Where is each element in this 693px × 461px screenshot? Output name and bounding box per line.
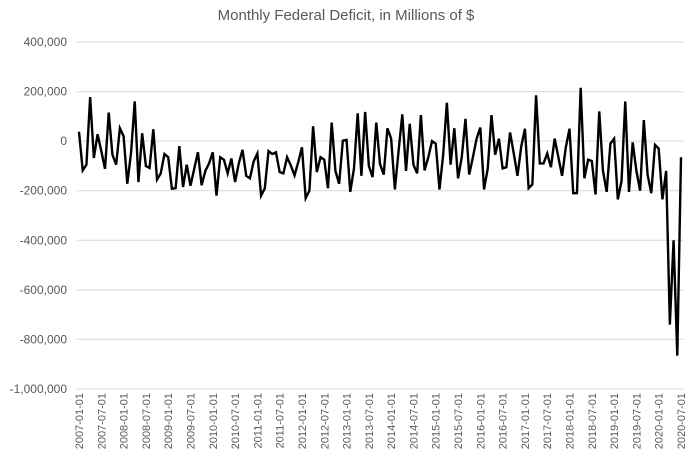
- x-tick-label: 2007-07-01: [96, 393, 108, 449]
- x-tick-label: 2020-01-01: [654, 393, 666, 449]
- x-tick-label: 2013-01-01: [342, 393, 354, 449]
- y-tick-label: 0: [60, 134, 67, 148]
- x-tick-label: 2009-01-01: [163, 393, 175, 449]
- x-tick-label: 2014-07-01: [408, 393, 420, 449]
- x-tick-label: 2013-07-01: [364, 393, 376, 449]
- y-tick-label: -600,000: [20, 283, 68, 297]
- x-tick-label: 2016-01-01: [475, 393, 487, 449]
- x-tick-label: 2016-07-01: [498, 393, 510, 449]
- x-tick-label: 2012-07-01: [319, 393, 331, 449]
- x-tick-label: 2015-07-01: [453, 393, 465, 449]
- x-tick-label: 2011-01-01: [252, 393, 264, 448]
- y-tick-label: 200,000: [24, 85, 68, 99]
- x-tick-label: 2017-07-01: [542, 393, 554, 449]
- series-line: [77, 87, 683, 356]
- y-tick-label: -1,000,000: [10, 382, 68, 396]
- x-tick-label: 2014-01-01: [386, 393, 398, 449]
- y-tick-label: -400,000: [20, 233, 68, 247]
- x-tick-label: 2018-07-01: [587, 393, 599, 449]
- y-axis-tick-labels: 400,000 200,000 0 -200,000 -400,000 -600,000 -…: [10, 35, 68, 396]
- y-tick-label: -200,000: [20, 184, 68, 198]
- chart-title: Monthly Federal Deficit, in Millions of …: [218, 7, 475, 24]
- x-tick-label: 2015-01-01: [431, 393, 443, 449]
- x-tick-label: 2018-01-01: [565, 393, 577, 449]
- x-tick-label: 2008-01-01: [119, 393, 131, 449]
- y-tick-label: 400,000: [24, 35, 68, 49]
- x-tick-label: 2019-01-01: [609, 393, 621, 449]
- x-tick-label: 2010-07-01: [230, 393, 242, 449]
- x-axis-tick-labels: 2007-01-01 2007-07-01 2008-01-01 2008-07-01…: [74, 393, 688, 449]
- x-tick-label: 2020-07-01: [676, 393, 688, 449]
- x-tick-label: 2011-07-01: [275, 393, 287, 448]
- x-tick-label: 2007-01-01: [74, 393, 86, 449]
- x-tick-label: 2009-07-01: [185, 393, 197, 449]
- x-tick-label: 2017-01-01: [520, 393, 532, 449]
- x-tick-label: 2010-01-01: [208, 393, 220, 449]
- grid-lines: [77, 41, 683, 390]
- x-tick-label: 2008-07-01: [141, 393, 153, 449]
- y-tick-label: -800,000: [20, 332, 68, 346]
- x-tick-label: 2019-07-01: [631, 393, 643, 449]
- x-tick-label: 2012-01-01: [297, 393, 309, 449]
